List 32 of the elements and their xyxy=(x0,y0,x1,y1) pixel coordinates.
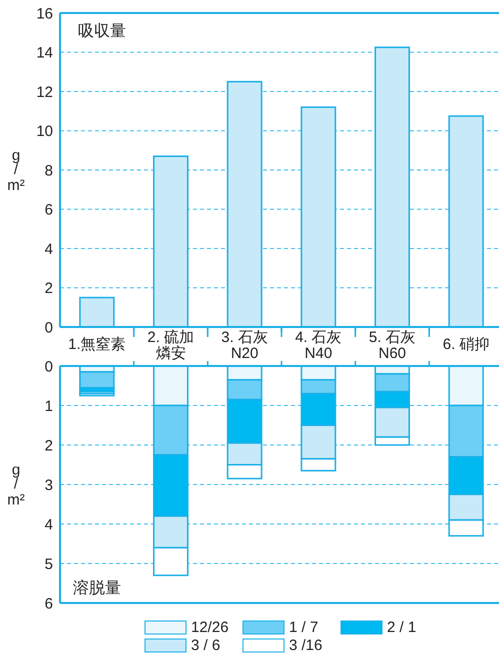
y-tick-label: 4 xyxy=(44,240,53,258)
text: 吸収量 xyxy=(78,22,126,40)
y-axis-title: g/m² xyxy=(7,462,25,508)
y-tick-label: 3 xyxy=(44,476,53,494)
y-tick-label: 12 xyxy=(36,84,53,101)
legend-label: 3 / 6 xyxy=(191,637,220,654)
y-tick-label: 6 xyxy=(44,202,53,218)
y-tick-label: 8 xyxy=(44,162,53,180)
x-tick-label: 6. 硝抑 xyxy=(442,336,490,353)
y-tick-label: 6 xyxy=(44,595,53,612)
y-tick-label: 10 xyxy=(36,123,53,140)
legend-label: 3 /16 xyxy=(289,637,322,654)
bar xyxy=(79,371,115,388)
x-tick-label: 3. 石灰N20 xyxy=(221,329,268,362)
x-tick-label: 1.無窒素 xyxy=(68,336,126,353)
x-tick-label: 2. 硫加燐安 xyxy=(147,329,194,362)
y-tick-label: 5 xyxy=(44,556,53,573)
y-tick-label: 0 xyxy=(44,319,53,336)
y-tick-label: 1 xyxy=(44,398,53,415)
x-tick-label: 4. 石灰N40 xyxy=(295,329,342,362)
y-tick-label: 0 xyxy=(44,358,53,376)
x-tick-label: 5. 石灰N60 xyxy=(368,329,416,362)
y-tick-label: 16 xyxy=(36,5,53,22)
text: 溶脱量 xyxy=(73,579,121,597)
legend-label: 12/26 xyxy=(191,619,229,636)
y-tick-label: 2 xyxy=(44,280,53,297)
y-tick-label: 4 xyxy=(44,516,53,534)
y-axis-title: g/m² xyxy=(7,147,25,194)
y-tick-label: 2 xyxy=(44,437,53,454)
legend-label: 2 / 1 xyxy=(387,619,416,636)
legend-label: 1 / 7 xyxy=(289,619,318,636)
y-tick-label: 14 xyxy=(36,44,53,62)
